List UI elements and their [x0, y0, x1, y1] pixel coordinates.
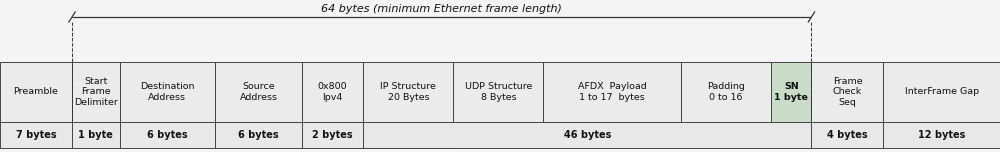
Text: 7 bytes: 7 bytes — [16, 130, 56, 140]
Bar — [302, 62, 363, 122]
Bar — [771, 62, 811, 122]
Text: SN
1 byte: SN 1 byte — [774, 82, 808, 102]
Bar — [302, 122, 363, 148]
Text: 0x800
Ipv4: 0x800 Ipv4 — [318, 82, 347, 102]
Text: 12 bytes: 12 bytes — [918, 130, 965, 140]
Text: InterFrame Gap: InterFrame Gap — [905, 88, 979, 97]
Bar — [681, 62, 771, 122]
Bar — [120, 122, 215, 148]
Text: Source
Address: Source Address — [239, 82, 277, 102]
Bar — [363, 62, 453, 122]
Bar — [363, 122, 453, 148]
Bar — [363, 122, 811, 148]
Bar — [0, 62, 72, 122]
Bar — [811, 62, 883, 122]
Text: Start
Frame
Delimiter: Start Frame Delimiter — [74, 77, 118, 107]
Text: Preamble: Preamble — [14, 88, 58, 97]
Bar — [72, 122, 120, 148]
Text: 64 bytes (minimum Ethernet frame length): 64 bytes (minimum Ethernet frame length) — [321, 4, 562, 14]
Bar — [811, 122, 883, 148]
Text: 6 bytes: 6 bytes — [238, 130, 279, 140]
Text: 4 bytes: 4 bytes — [827, 130, 868, 140]
Text: UDP Structure
8 Bytes: UDP Structure 8 Bytes — [465, 82, 532, 102]
Text: IP Structure
20 Bytes: IP Structure 20 Bytes — [380, 82, 436, 102]
Bar — [72, 62, 120, 122]
Text: 46 bytes: 46 bytes — [564, 130, 611, 140]
Text: 6 bytes: 6 bytes — [147, 130, 188, 140]
Text: 2 bytes: 2 bytes — [312, 130, 353, 140]
Bar — [215, 122, 302, 148]
Bar — [883, 62, 1000, 122]
Bar — [120, 62, 215, 122]
Text: AFDX  Payload
1 to 17  bytes: AFDX Payload 1 to 17 bytes — [578, 82, 647, 102]
Bar — [883, 122, 1000, 148]
Text: Destination
Address: Destination Address — [140, 82, 195, 102]
Bar — [215, 62, 302, 122]
Bar — [543, 62, 681, 122]
Bar — [453, 62, 543, 122]
Text: Padding
0 to 16: Padding 0 to 16 — [707, 82, 745, 102]
Text: Frame
Check
Seq: Frame Check Seq — [833, 77, 862, 107]
Bar — [0, 122, 72, 148]
Text: 1 byte: 1 byte — [78, 130, 113, 140]
